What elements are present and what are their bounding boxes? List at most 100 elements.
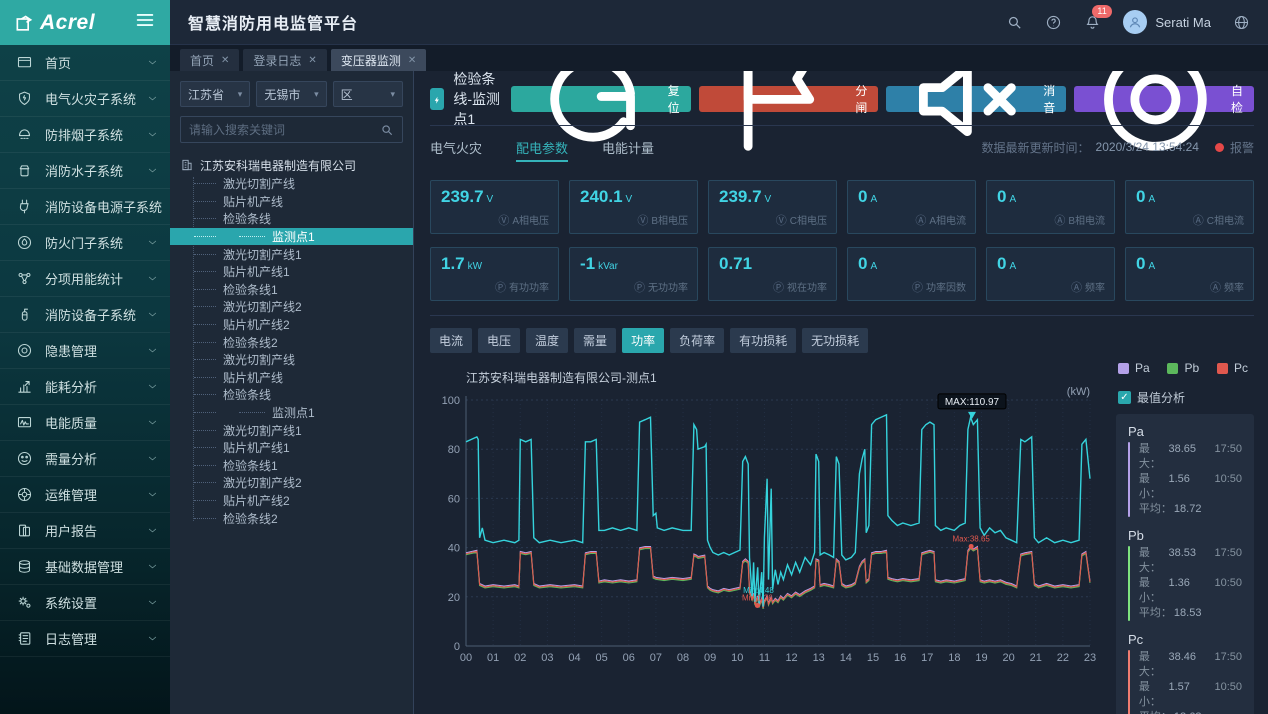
自检-button[interactable]: 自检 — [1074, 71, 1254, 151]
chevron-down-icon — [147, 345, 158, 356]
chart-tab-电流[interactable]: 电流 — [430, 328, 473, 353]
circled-letter-icon: Ⓐ — [1210, 282, 1221, 294]
sidebar-item-消防设备子系统[interactable]: 消防设备子系统 — [0, 297, 170, 333]
region-select-1[interactable]: 无锡市 ▾ — [256, 81, 327, 107]
tree-node-贴片机产线1[interactable]: 贴片机产线1 — [180, 263, 403, 281]
hazard-icon — [16, 342, 33, 359]
tree-node-激光切割产线2[interactable]: 激光切割产线2 — [180, 474, 403, 492]
sidebar-item-系统设置[interactable]: 系统设置 — [0, 585, 170, 621]
chart-tab-温度[interactable]: 温度 — [526, 328, 569, 353]
tree-node-检验条线1[interactable]: 检验条线1 — [180, 281, 403, 299]
legend-item-Pb[interactable]: Pb — [1167, 361, 1199, 375]
metric-label-text: 视在功率 — [787, 283, 827, 294]
metric-card-无功功率: -1 kVar Ⓟ 无功功率 — [569, 247, 698, 301]
metric-unit: kVar — [598, 261, 618, 272]
tree-node-label: 贴片机产线1 — [223, 265, 290, 280]
circled-letter-icon: Ⓥ — [637, 215, 649, 227]
analysis-values: 最大： 38.46 17:50 最小： 1.57 10:50 平均：18.68 — [1139, 650, 1242, 714]
tree-node-激光切割产线[interactable]: 激光切割产线 — [180, 175, 403, 193]
svg-text:MAX:110.97: MAX:110.97 — [945, 397, 1000, 408]
metric-label: Ⓥ B相电压 — [637, 212, 688, 228]
tree-node-贴片机产线2[interactable]: 贴片机产线2 — [180, 492, 403, 510]
analysis-row-label: 最大： — [1138, 651, 1161, 678]
sidebar-item-运维管理[interactable]: 运维管理 — [0, 477, 170, 513]
sidebar-item-隐患管理[interactable]: 隐患管理 — [0, 333, 170, 369]
close-icon[interactable]: ✕ — [308, 54, 317, 66]
svg-text:06: 06 — [623, 652, 635, 664]
analysis-value: 1.57 — [1168, 681, 1190, 693]
sidebar-item-防火门子系统[interactable]: 防火门子系统 — [0, 225, 170, 261]
tab-电气火灾[interactable]: 电气火灾 — [430, 140, 483, 156]
sidebar-item-日志管理[interactable]: 日志管理 — [0, 621, 170, 657]
region-select-0[interactable]: 江苏省 ▾ — [180, 81, 251, 107]
tree-node-激光切割产线2[interactable]: 激光切割产线2 — [180, 298, 403, 316]
metric-label: Ⓟ 有功功率 — [495, 279, 549, 295]
tree-node-贴片机产线[interactable]: 贴片机产线 — [180, 369, 403, 387]
avatar[interactable] — [1123, 10, 1148, 34]
sidebar-item-需量分析[interactable]: 需量分析 — [0, 441, 170, 477]
power-chart[interactable]: 0 20 40 60 80 100 00 01 02 03 04 05 06 07 08 09 10 11 12 13… — [430, 386, 1112, 714]
tree-node-激光切割产线1[interactable]: 激光切割产线1 — [180, 245, 403, 263]
消音-button[interactable]: 消音 — [886, 71, 1067, 136]
tree-node-监测点1[interactable]: 监测点1 — [180, 404, 403, 422]
circled-letter-icon: Ⓐ — [1071, 282, 1082, 294]
legend-item-Pc[interactable]: Pc — [1216, 361, 1248, 375]
tree-node-贴片机产线1[interactable]: 贴片机产线1 — [180, 439, 403, 457]
help-icon[interactable] — [1045, 14, 1062, 31]
window-tab-登录日志[interactable]: 登录日志 ✕ — [243, 49, 327, 71]
tree-node-检验条线2[interactable]: 检验条线2 — [180, 509, 403, 527]
chart-tab-功率[interactable]: 功率 — [622, 328, 665, 353]
tree-node-贴片机产线2[interactable]: 贴片机产线2 — [180, 316, 403, 334]
analysis-group-Pc: Pc 最大： 38.46 17:50 最小： 1.57 10:50 平均：18.68 — [1128, 632, 1242, 714]
search-icon[interactable] — [380, 123, 394, 137]
window-tab-首页[interactable]: 首页 ✕ — [180, 49, 240, 71]
tab-配电参数[interactable]: 配电参数 — [516, 126, 569, 168]
svg-text:Min:4.48: Min:4.48 — [743, 586, 774, 595]
tree-node-贴片机产线[interactable]: 贴片机产线 — [180, 193, 403, 211]
sidebar-item-分项用能统计[interactable]: 分项用能统计 — [0, 261, 170, 297]
sidebar-item-消防设备电源子系统[interactable]: 消防设备电源子系统 — [0, 189, 170, 225]
sidebar-item-电气火灾子系统[interactable]: 电气火灾子系统 — [0, 81, 170, 117]
tree-node-label: 检验条线 — [223, 212, 272, 227]
sidebar-item-电能质量[interactable]: 电能质量 — [0, 405, 170, 441]
tree-root-node[interactable]: 江苏安科瑞电器制造有限公司 — [180, 155, 403, 175]
tree-node-检验条线1[interactable]: 检验条线1 — [180, 457, 403, 475]
search-icon[interactable] — [1006, 14, 1023, 31]
复位-button[interactable]: 复位 — [510, 71, 691, 142]
sidebar-item-首页[interactable]: 首页 — [0, 45, 170, 81]
tree-node-label: 激光切割产线 — [223, 353, 296, 368]
chart-tab-负荷率[interactable]: 负荷率 — [670, 328, 725, 353]
sidebar-item-防排烟子系统[interactable]: 防排烟子系统 — [0, 117, 170, 153]
close-icon[interactable]: ✕ — [221, 54, 230, 66]
chart-tab-有功损耗[interactable]: 有功损耗 — [730, 328, 797, 353]
sidebar-item-用户报告[interactable]: 用户报告 — [0, 513, 170, 549]
tree-node-检验条线[interactable]: 检验条线 — [180, 210, 403, 228]
close-icon[interactable]: ✕ — [407, 54, 417, 66]
chart-tab-无功损耗[interactable]: 无功损耗 — [802, 328, 869, 353]
tree-node-激光切割产线[interactable]: 激光切割产线 — [180, 351, 403, 369]
region-filters: 江苏省 ▾ 无锡市 ▾ 区 ▾ — [180, 81, 403, 107]
tree-node-监测点1[interactable]: 监测点1 — [170, 227, 413, 246]
sidebar-item-能耗分析[interactable]: 能耗分析 — [0, 369, 170, 405]
region-select-2[interactable]: 区 ▾ — [332, 81, 403, 107]
分闸-button[interactable]: 分闸 — [698, 71, 879, 151]
notification-bell-icon[interactable]: 11 — [1084, 4, 1112, 31]
sidebar-item-基础数据管理[interactable]: 基础数据管理 — [0, 549, 170, 585]
tree-node-检验条线[interactable]: 检验条线 — [180, 386, 403, 404]
legend-item-Pa[interactable]: Pa — [1118, 361, 1150, 375]
minmax-checkbox-row[interactable]: ✓ 最值分析 — [1118, 389, 1254, 406]
search-input[interactable] — [189, 122, 380, 137]
tree-node-激光切割产线1[interactable]: 激光切割产线1 — [180, 421, 403, 439]
sidebar-item-消防水子系统[interactable]: 消防水子系统 — [0, 153, 170, 189]
language-globe-icon[interactable] — [1233, 14, 1250, 31]
menu-collapse-icon[interactable] — [134, 9, 156, 36]
tree-node-检验条线2[interactable]: 检验条线2 — [180, 333, 403, 351]
ops-icon — [16, 486, 33, 503]
checkbox-checked-icon[interactable]: ✓ — [1118, 391, 1131, 404]
user-name[interactable]: Serati Ma — [1155, 14, 1211, 30]
tab-电能计量[interactable]: 电能计量 — [602, 140, 655, 156]
window-tab-变压器监测[interactable]: 变压器监测 ✕ — [330, 49, 427, 71]
chart-tab-电压[interactable]: 电压 — [478, 328, 521, 353]
chart-tab-需量[interactable]: 需量 — [574, 328, 617, 353]
param-tabs-row: 电气火灾 配电参数 电能计量 数据最新更新时间： 2020/3/24 13:54:24… — [430, 126, 1254, 168]
